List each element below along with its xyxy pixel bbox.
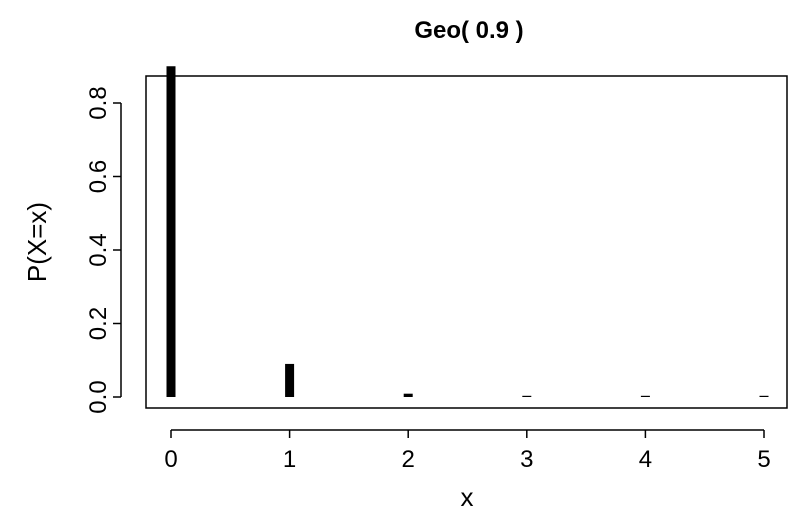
- y-ticks: 0.0 0.2 0.4 0.6 0.8: [85, 86, 121, 414]
- x-tick-label: 0: [164, 446, 177, 473]
- bar-x-1: [285, 363, 295, 397]
- x-tick-label: 2: [402, 446, 415, 473]
- bar-x-2: [403, 393, 413, 397]
- y-tick-label: 0.4: [85, 233, 112, 266]
- bar-x-5: [759, 395, 769, 397]
- bars: [166, 66, 769, 397]
- x-ticks: 0 1 2 3 4 5: [164, 430, 771, 473]
- chart-title: Geo( 0.9 ): [414, 17, 523, 44]
- x-tick-label: 5: [757, 446, 770, 473]
- y-tick-label: 0.2: [85, 307, 112, 340]
- y-tick-label: 0.0: [85, 380, 112, 413]
- bar-x-4: [640, 395, 650, 397]
- plot-frame: [145, 75, 788, 409]
- x-tick-label: 1: [283, 446, 296, 473]
- y-tick-label: 0.8: [85, 86, 112, 119]
- x-tick-label: 4: [639, 446, 652, 473]
- bar-x-3: [522, 395, 532, 397]
- bar-x-0: [166, 66, 176, 397]
- y-axis-label: P(X=x): [22, 202, 52, 282]
- x-tick-label: 3: [520, 446, 533, 473]
- y-tick-label: 0.6: [85, 160, 112, 193]
- x-axis-label: x: [461, 482, 474, 512]
